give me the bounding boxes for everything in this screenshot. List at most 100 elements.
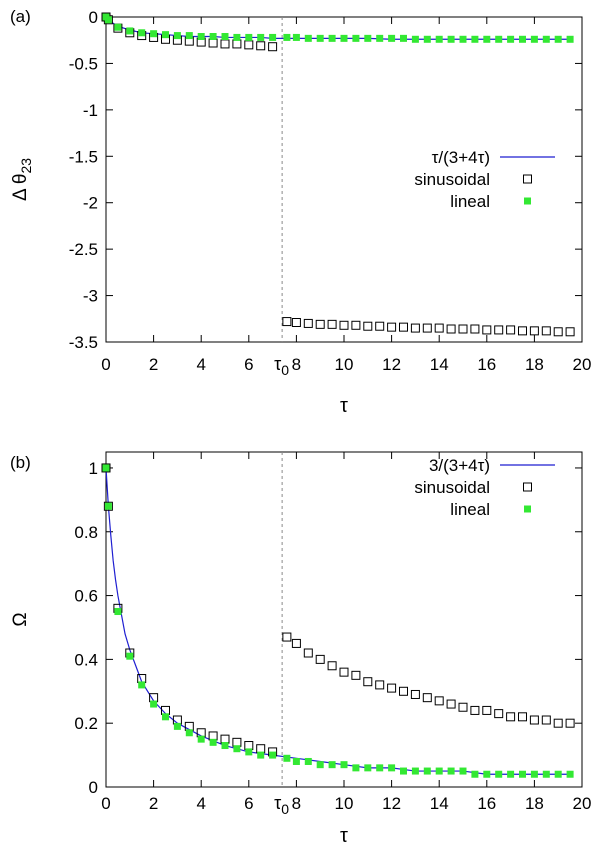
y-tick-label: 0.6 [74,587,98,606]
data-point [328,761,336,769]
data-point [400,34,407,42]
data-point [376,34,384,42]
data-point [566,35,574,43]
data-point [150,700,158,708]
data-point [351,670,361,680]
data-point [315,319,325,329]
data-point [269,751,277,759]
data-point [565,327,575,337]
data-point [507,770,515,778]
data-point [482,325,492,335]
legend-label: sinusoidal [414,170,490,189]
y-tick-label: -0.5 [69,54,98,73]
legend-label: 3/(3+4τ) [429,456,490,475]
data-point [541,326,551,336]
y-tick-label: -2.5 [69,240,98,259]
chart-panel-b: 0 2 4 6 8 10 12 14 16 18 20 0 0.2 0.4 0.6 0.8 1 τ0 (b) τ Ω 3/… [10,451,592,847]
data-point [458,702,468,712]
data-point [410,323,420,333]
data-point [435,35,443,43]
data-point [507,35,515,43]
data-point [351,320,361,330]
data-point [363,677,373,687]
data-point [506,712,516,722]
x-tick-label: 6 [244,794,253,813]
data-point [185,729,193,737]
data-point [185,32,193,40]
data-point [541,715,551,725]
data-point [447,35,455,43]
data-point [114,608,122,616]
data-point [245,33,253,41]
data-point [482,705,492,715]
x-tick-label: 20 [573,794,592,813]
data-point [150,30,158,38]
legend-label: sinusoidal [414,478,490,497]
data-point [364,34,372,42]
data-point [495,770,503,778]
x-tick-label: 18 [525,355,544,374]
data-point [268,42,278,52]
x-tick-label: 4 [196,355,205,374]
x-tick-label: 6 [244,355,253,374]
data-point [126,652,134,660]
y-tick-label: -1.5 [69,147,98,166]
data-point [423,35,431,43]
data-point [446,699,456,709]
x-tick-label: 8 [292,355,301,374]
data-point [339,320,349,330]
series-open-square [101,12,575,337]
data-point [244,741,254,751]
x-tick-label: 12 [382,794,401,813]
data-point [209,33,217,40]
data-point [388,764,396,772]
legend: τ/(3+4τ) sinusoidal lineal [414,148,555,211]
y-tick-label: 0.4 [74,650,98,669]
data-point [364,764,372,772]
data-point [375,680,385,690]
data-point [340,34,348,42]
data-point [102,464,110,472]
legend-filled-swatch [524,505,531,513]
series-filled-square [102,464,574,778]
y-tick-label: -3 [83,287,98,306]
data-point [447,767,455,775]
data-point [291,318,301,327]
data-point [435,767,443,775]
data-point [256,41,266,51]
x-tick-label: 2 [149,794,158,813]
plot-frame [105,451,583,788]
data-point [446,324,456,334]
x-tick-label: 4 [196,794,205,813]
data-point [283,33,291,41]
y-tick-label: -1 [83,101,98,120]
x-tick-label: 20 [573,355,592,374]
legend: 3/(3+4τ) sinusoidal lineal [414,456,555,519]
data-point [399,322,408,332]
data-point [220,734,230,744]
data-point [519,770,526,778]
data-point [422,323,432,333]
data-point [316,34,324,42]
data-point [291,638,301,648]
data-point [339,667,349,677]
data-point [245,748,253,756]
data-point [530,770,538,778]
tau0-label: τ0 [274,354,289,378]
data-point [303,648,313,658]
data-point [269,33,277,41]
data-point [221,742,229,750]
data-point [518,326,527,336]
data-point [316,761,324,769]
data-point [173,722,181,730]
data-point [315,654,325,664]
data-point [518,712,527,722]
data-point [328,34,336,42]
data-point [423,767,431,775]
x-axis-label: τ [340,395,348,417]
data-point [257,33,265,41]
y-tick-label: -2 [83,194,98,213]
data-point [282,632,292,642]
